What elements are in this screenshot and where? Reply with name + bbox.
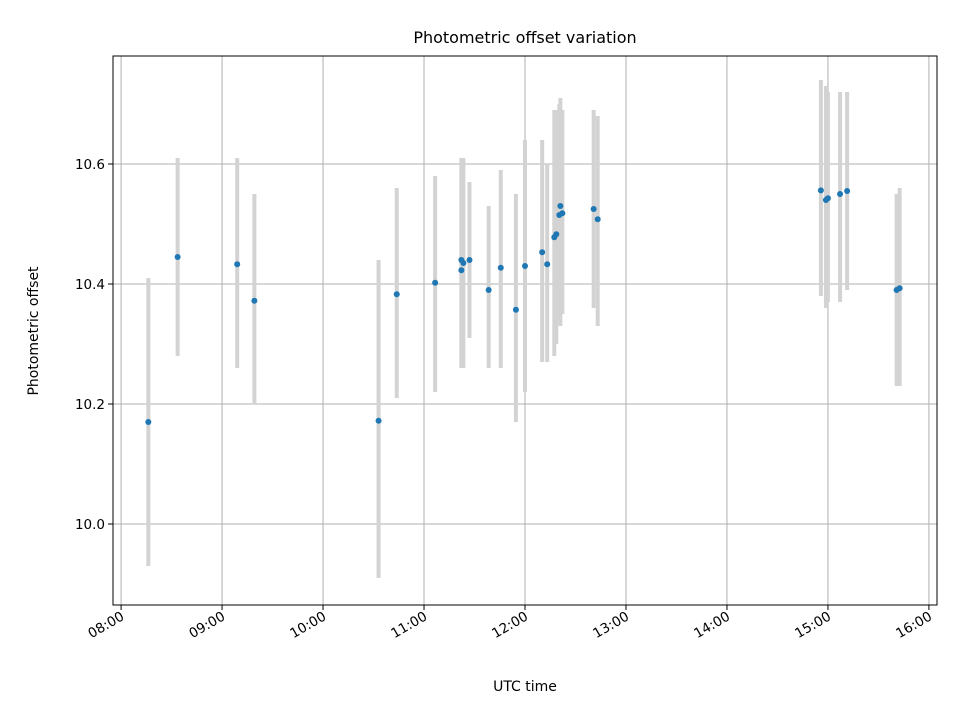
x-tick-label: 08:00 — [85, 609, 127, 642]
data-point — [485, 287, 492, 293]
data-point — [458, 267, 465, 274]
y-axis-label: Photometric offset — [26, 266, 42, 396]
data-point — [251, 297, 258, 304]
data-point — [539, 249, 546, 256]
data-point — [522, 263, 528, 269]
data-point — [824, 195, 831, 202]
x-tick-label: 16:00 — [893, 609, 935, 642]
data-point — [590, 206, 597, 212]
x-tick-label: 12:00 — [489, 609, 531, 642]
y-tick-label: 10.2 — [75, 397, 105, 413]
y-axis-ticks: 10.0 10.2 10.4 10.6 — [75, 157, 113, 533]
x-tick-label: 11:00 — [388, 609, 430, 642]
data-point — [553, 231, 560, 238]
data-point — [234, 261, 241, 268]
data-point — [817, 187, 824, 194]
data-point — [844, 188, 851, 194]
data-point — [466, 257, 473, 263]
data-point — [896, 285, 903, 292]
data-point — [837, 191, 844, 197]
x-tick-label: 15:00 — [792, 609, 834, 642]
x-tick-label: 13:00 — [590, 609, 632, 642]
data-point — [174, 254, 181, 260]
x-tick-label: 14:00 — [691, 609, 733, 642]
data-point — [544, 261, 551, 268]
data-point — [594, 216, 601, 223]
data-point — [145, 419, 152, 425]
y-tick-label: 10.6 — [75, 157, 105, 173]
data-point — [393, 291, 400, 298]
data-point — [497, 264, 504, 271]
data-point — [460, 260, 467, 266]
data-points — [145, 187, 903, 425]
data-point — [512, 306, 519, 313]
x-axis-ticks: 08:00 09:00 10:00 11:00 12:00 13:00 14:00 15:00… — [85, 605, 935, 642]
x-axis-label: UTC time — [493, 679, 557, 695]
x-tick-label: 10:00 — [287, 609, 329, 642]
data-point — [432, 279, 439, 286]
x-tick-label: 09:00 — [186, 609, 228, 642]
y-tick-label: 10.4 — [75, 277, 105, 293]
chart-title: Photometric offset variation — [413, 28, 636, 47]
data-point — [557, 203, 564, 209]
data-point — [375, 417, 382, 424]
y-tick-label: 10.0 — [75, 517, 105, 533]
data-point — [559, 210, 566, 217]
